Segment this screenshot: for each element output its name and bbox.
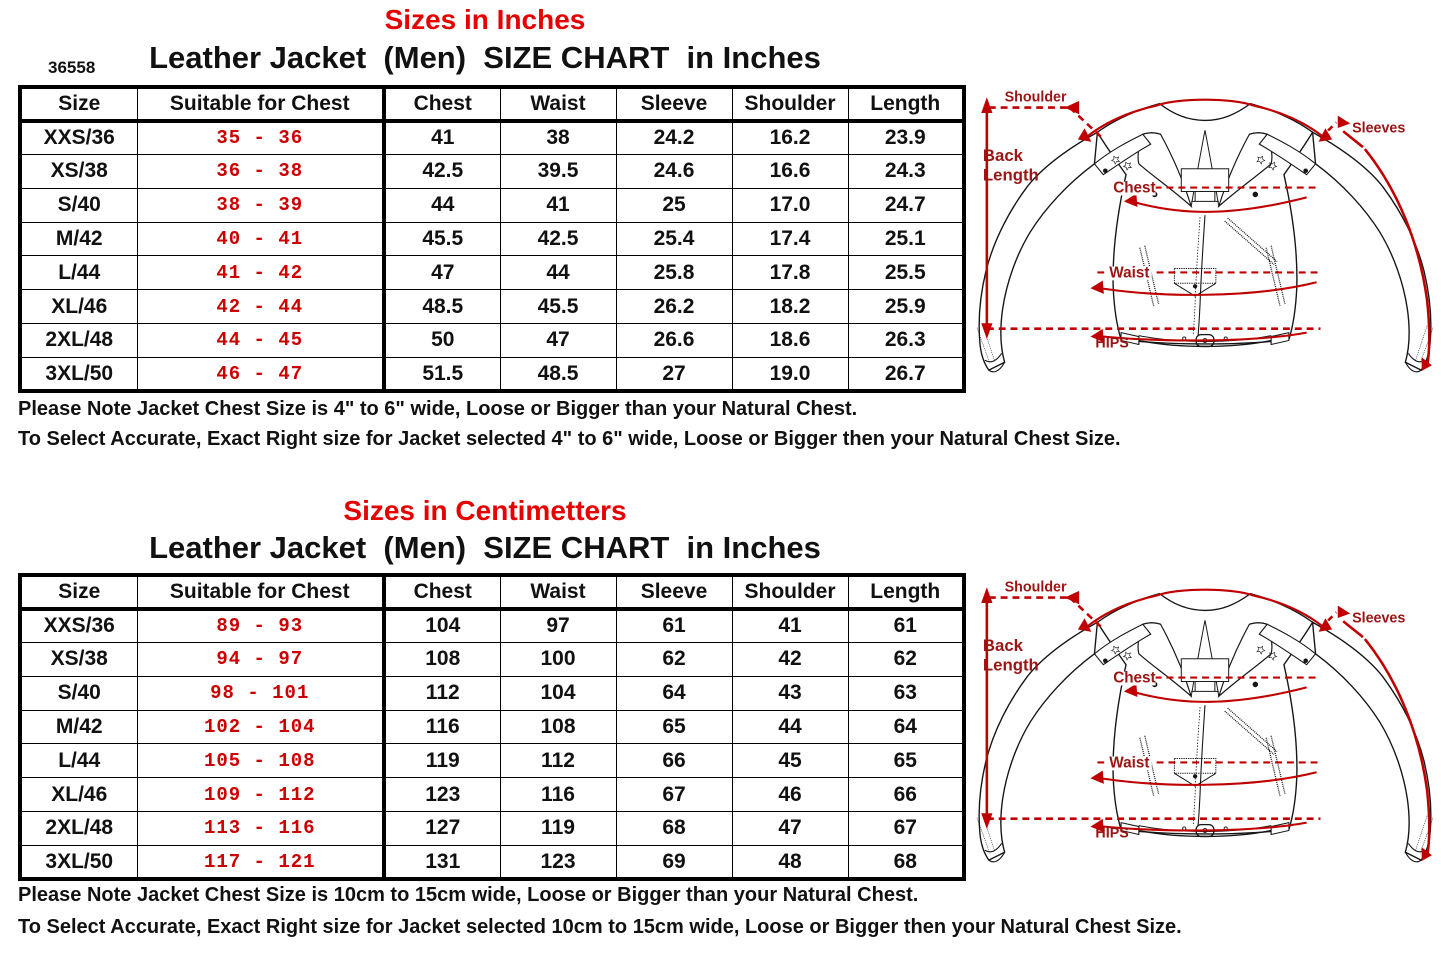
svg-text:Shoulder: Shoulder	[1005, 580, 1067, 596]
svg-text:HIPS: HIPS	[1095, 825, 1128, 841]
svg-text:Length: Length	[983, 166, 1039, 185]
svg-text:Back: Back	[983, 636, 1024, 655]
svg-text:Chest: Chest	[1113, 669, 1155, 686]
svg-text:Shoulder: Shoulder	[1005, 90, 1067, 106]
svg-text:Sleeves: Sleeves	[1352, 610, 1405, 626]
svg-text:Waist: Waist	[1109, 754, 1149, 771]
svg-text:HIPS: HIPS	[1095, 335, 1128, 351]
svg-text:Chest: Chest	[1113, 179, 1155, 196]
svg-text:Length: Length	[983, 656, 1039, 675]
svg-text:Back: Back	[983, 146, 1024, 165]
svg-text:Sleeves: Sleeves	[1352, 120, 1405, 136]
svg-text:Waist: Waist	[1109, 264, 1149, 281]
